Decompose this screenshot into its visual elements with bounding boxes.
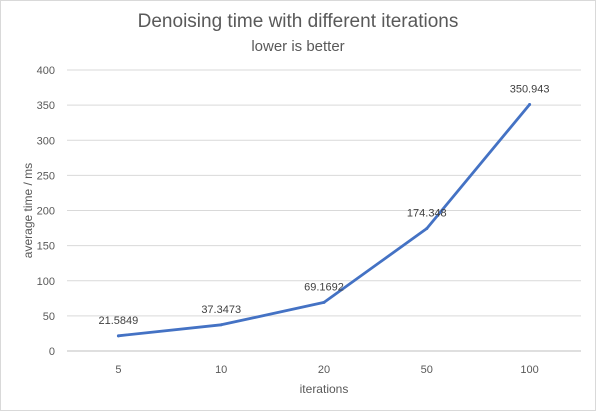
x-tick-label: 20	[318, 364, 330, 376]
y-tick-label: 200	[37, 206, 55, 218]
x-tick-label: 100	[520, 364, 538, 376]
x-axis-title: iterations	[300, 382, 349, 396]
data-label: 21.5849	[99, 315, 139, 327]
data-point	[528, 102, 532, 106]
data-point	[425, 227, 429, 231]
chart-subtitle: lower is better	[251, 38, 345, 55]
chart-title: Denoising time with different iterations	[137, 11, 459, 32]
x-tick-label: 10	[215, 364, 227, 376]
y-tick-label: 150	[37, 241, 55, 253]
data-point	[116, 334, 120, 338]
data-point	[219, 323, 223, 327]
y-tick-label: 100	[37, 276, 55, 288]
x-tick-label: 50	[421, 364, 433, 376]
y-tick-label: 250	[37, 170, 55, 182]
y-tick-label: 0	[49, 346, 55, 358]
y-tick-label: 400	[37, 65, 55, 77]
y-tick-label: 350	[37, 100, 55, 112]
y-tick-label: 300	[37, 135, 55, 147]
data-label: 37.3473	[201, 304, 241, 316]
data-point	[322, 300, 326, 304]
x-tick-label: 5	[115, 364, 121, 376]
data-label: 69.1692	[304, 281, 344, 293]
data-label: 174.348	[407, 208, 447, 220]
y-axis-title: average time / ms	[21, 163, 35, 258]
y-tick-label: 50	[43, 311, 55, 323]
data-label: 350.943	[510, 83, 550, 95]
